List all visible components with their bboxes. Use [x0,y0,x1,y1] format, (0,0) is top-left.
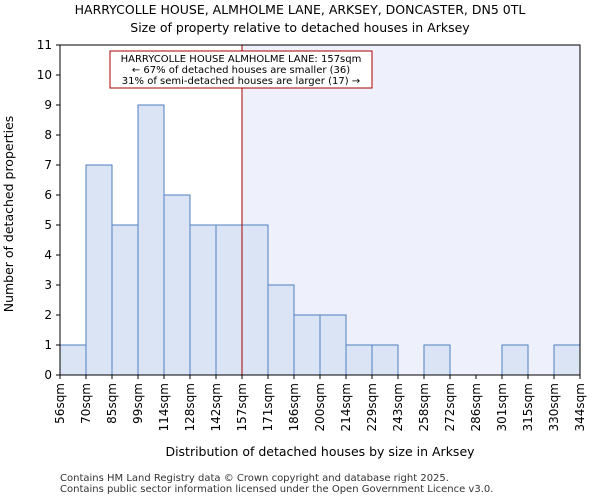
annotation-border [109,50,373,89]
bar-157sqm [241,224,269,376]
bar-330sqm [553,344,581,376]
annotation-line-3: 31% of semi-detached houses are larger (… [122,76,360,87]
bar-301sqm [501,344,529,376]
bars-group [59,104,581,376]
y-tick-label-3: 3 [44,278,52,292]
x-tick-label-315sqm: 315sqm [521,383,535,431]
x-tick-label-128sqm: 128sqm [183,383,197,431]
x-tick-label-286sqm: 286sqm [469,383,483,431]
y-tick-label-6: 6 [44,188,52,202]
x-tick-label-186sqm: 186sqm [287,383,301,431]
x-tick-label-243sqm: 243sqm [391,383,405,431]
annotation-line-1: HARRYCOLLE HOUSE ALMHOLME LANE: 157sqm [121,54,362,65]
x-tick-label-272sqm: 272sqm [443,383,457,431]
footer-line-1: Contains HM Land Registry data © Crown c… [60,473,449,484]
x-tick-label-56sqm: 56sqm [53,383,67,424]
y-tick-label-11: 11 [37,38,52,52]
x-tick-label-229sqm: 229sqm [365,383,379,431]
y-tick-label-4: 4 [44,248,52,262]
y-tick-label-0: 0 [44,368,52,382]
bar-258sqm [423,344,451,376]
y-axis: 0 1 2 3 4 5 6 7 8 9 10 11 [37,38,60,382]
x-axis-label: Distribution of detached houses by size … [165,444,475,459]
y-tick-label-8: 8 [44,128,52,142]
x-tick-label-200sqm: 200sqm [313,383,327,431]
x-tick-label-142sqm: 142sqm [209,383,223,431]
y-tick-label-1: 1 [44,338,52,352]
x-tick-label-99sqm: 99sqm [131,383,145,424]
x-tick-label-114sqm: 114sqm [157,383,171,431]
x-axis: 56sqm 70sqm 85sqm 99sqm 114sqm 128sqm 142sqm 15… [53,375,587,431]
bar-70sqm [85,164,113,376]
footer-line-2: Contains public sector information licen… [60,484,494,495]
x-tick-label-258sqm: 258sqm [417,383,431,431]
x-tick-label-85sqm: 85sqm [105,383,119,424]
bar-229sqm [371,344,399,376]
y-tick-label-9: 9 [44,98,52,112]
x-tick-label-70sqm: 70sqm [79,383,93,424]
annotation-line-2: ← 67% of detached houses are smaller (36… [132,65,350,76]
title-line-2: Size of property relative to detached ho… [130,20,470,35]
bar-142sqm [215,224,243,376]
y-tick-label-5: 5 [44,218,52,232]
bar-214sqm [345,344,373,376]
chart-title: HARRYCOLLE HOUSE, ALMHOLME LANE, ARKSEY,… [75,2,526,35]
x-tick-label-330sqm: 330sqm [547,383,561,431]
bar-56sqm [59,344,87,376]
bar-85sqm [111,224,139,376]
bar-200sqm [319,314,347,376]
y-tick-label-7: 7 [44,158,52,172]
title-line-1: HARRYCOLLE HOUSE, ALMHOLME LANE, ARKSEY,… [75,2,526,17]
x-tick-label-171sqm: 171sqm [261,383,275,431]
bar-171sqm [267,284,295,376]
bar-128sqm [189,224,217,376]
annotation-box: HARRYCOLLE HOUSE ALMHOLME LANE: 157sqm ←… [109,50,373,89]
x-tick-label-157sqm: 157sqm [235,383,249,431]
y-axis-label: Number of detached properties [1,116,16,313]
x-tick-label-344sqm: 344sqm [573,383,587,431]
bar-99sqm [137,104,165,376]
y-tick-label-2: 2 [44,308,52,322]
y-tick-label-10: 10 [37,68,52,82]
bar-114sqm [163,194,191,376]
x-tick-label-214sqm: 214sqm [339,383,353,431]
bar-186sqm [293,314,321,376]
x-tick-label-301sqm: 301sqm [495,383,509,431]
